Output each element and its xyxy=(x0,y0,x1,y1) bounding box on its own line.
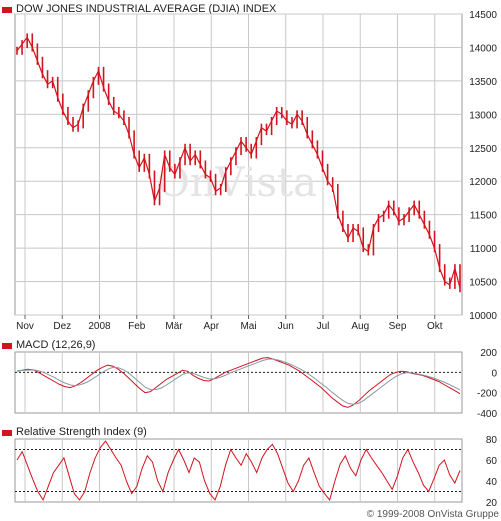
rsi-chart-title-text: Relative Strength Index (9) xyxy=(16,426,147,438)
rsi-ytick-label: 40 xyxy=(486,477,498,488)
main-ytick-label: 14500 xyxy=(469,10,497,21)
main-legend-swatch xyxy=(2,6,12,13)
macd-ytick-label: -200 xyxy=(477,389,497,400)
rsi-plot-frame xyxy=(14,438,463,503)
rsi-ytick-label: 80 xyxy=(486,435,498,446)
main-ytick-label: 13000 xyxy=(469,110,497,121)
macd-chart-title-text: MACD (12,26,9) xyxy=(16,339,96,351)
main-ytick-label: 10500 xyxy=(469,278,497,289)
x-tick-label: Mai xyxy=(240,321,256,332)
x-tick-label: Okt xyxy=(427,321,443,332)
x-tick-label: Nov xyxy=(16,321,34,332)
main-ytick-label: 10000 xyxy=(469,311,497,322)
main-series-line-0 xyxy=(16,36,461,289)
rsi-chart-title: Relative Strength Index (9) xyxy=(2,426,147,439)
rsi-legend-swatch xyxy=(2,429,12,436)
macd-ytick-label: 0 xyxy=(491,368,497,379)
main-ytick-label: 11500 xyxy=(470,211,498,222)
macd-series-line-1 xyxy=(16,358,461,405)
main-chart-title: DOW JONES INDUSTRIAL AVERAGE (DJIA) INDE… xyxy=(2,3,276,16)
x-tick-label: Dez xyxy=(53,321,71,332)
x-tick-label: Mär xyxy=(165,321,183,332)
x-tick-label: Sep xyxy=(389,321,407,332)
main-chart-title-text: DOW JONES INDUSTRIAL AVERAGE (DJIA) INDE… xyxy=(16,3,277,15)
rsi-ytick-label: 20 xyxy=(486,498,498,509)
macd-plot-frame xyxy=(14,351,463,414)
macd-chart-title: MACD (12,26,9) xyxy=(2,339,95,352)
x-tick-label: Jul xyxy=(317,321,330,332)
rsi-series-line-0 xyxy=(16,440,461,502)
macd-series-line-0 xyxy=(16,357,461,408)
x-tick-label: Feb xyxy=(128,321,146,332)
main-plot-frame xyxy=(14,13,463,316)
x-tick-label: Jun xyxy=(278,321,294,332)
main-ytick-label: 13500 xyxy=(469,77,497,88)
main-ytick-label: 12500 xyxy=(469,144,497,155)
main-ytick-label: 12000 xyxy=(469,177,497,188)
macd-legend-swatch xyxy=(2,342,12,349)
copyright-notice: © 1999-2008 OnVista Gruppe xyxy=(366,509,499,520)
x-tick-label: Apr xyxy=(203,321,219,332)
macd-ytick-label: 200 xyxy=(480,348,497,359)
main-ytick-label: 14000 xyxy=(469,43,497,54)
x-tick-label: Aug xyxy=(351,321,369,332)
x-tick-label: 2008 xyxy=(88,321,111,332)
main-ytick-label: 11000 xyxy=(470,244,498,255)
rsi-ytick-label: 60 xyxy=(486,456,498,467)
macd-ytick-label: -400 xyxy=(477,409,497,420)
watermark-logo: OnVista xyxy=(157,160,317,206)
